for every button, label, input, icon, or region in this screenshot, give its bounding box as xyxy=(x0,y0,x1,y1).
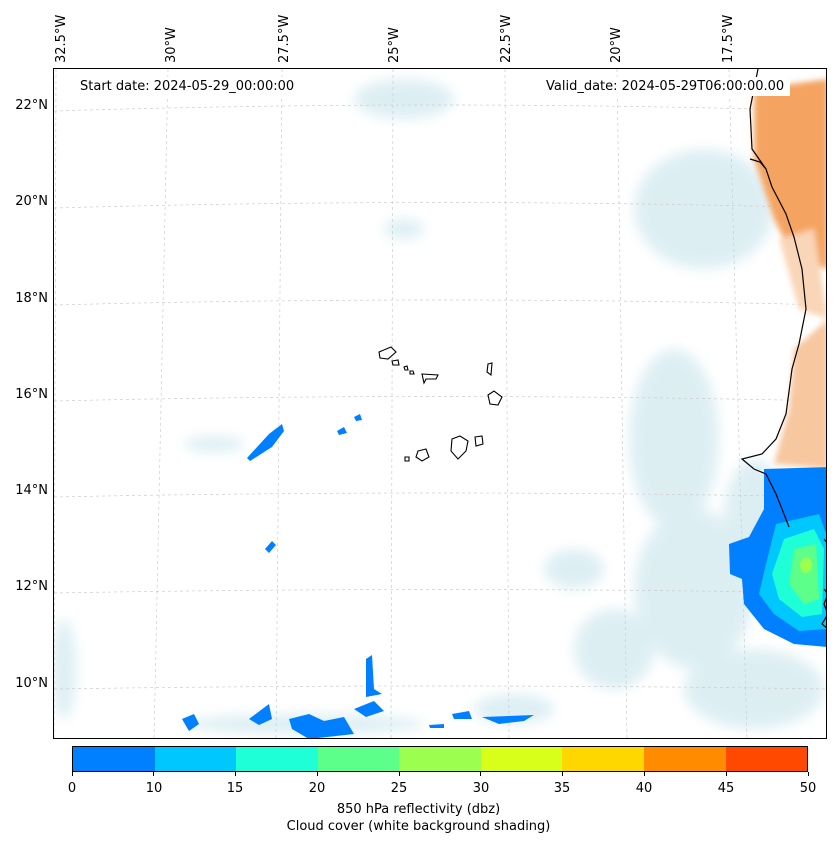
colorbar-tick-mark xyxy=(398,772,400,776)
lon-label-17-5w: 17.5°W xyxy=(721,14,736,63)
colorbar-tick-mark xyxy=(316,772,318,776)
colorbar-segment-1 xyxy=(154,747,237,771)
colorbar-tick-label-15: 15 xyxy=(226,781,244,796)
lon-label-30w: 30°W xyxy=(164,27,179,63)
colorbar-segment-6 xyxy=(562,747,644,771)
dust-shading xyxy=(754,79,826,469)
coastline xyxy=(740,69,826,629)
colorbar-tick-mark xyxy=(807,772,809,776)
colorbar-tick-label-10: 10 xyxy=(145,781,163,796)
lat-label-22n: 22°N xyxy=(15,98,48,113)
valid-date-label: Valid_date: 2024-05-29T06:00:00.00 xyxy=(540,77,791,96)
reflectivity-colorbar xyxy=(72,746,808,772)
map-canvas xyxy=(54,69,826,738)
lon-label-25w: 25°W xyxy=(387,27,402,63)
reflectivity-cells xyxy=(182,414,826,738)
colorbar-tick-label-35: 35 xyxy=(553,781,571,796)
colorbar-segment-4 xyxy=(399,747,481,771)
colorbar-sublabel: Cloud cover (white background shading) xyxy=(286,819,551,834)
graticule xyxy=(54,69,826,738)
colorbar-tick-label-40: 40 xyxy=(635,781,653,796)
colorbar-tick-mark xyxy=(235,772,237,776)
lat-label-12n: 12°N xyxy=(15,579,48,594)
colorbar-tick-label-30: 30 xyxy=(472,781,490,796)
lon-label-32-5w: 32.5°W xyxy=(54,14,69,63)
lat-label-10n: 10°N xyxy=(15,676,48,691)
lat-label-14n: 14°N xyxy=(15,483,48,498)
lat-label-20n: 20°N xyxy=(15,194,48,209)
cloud-cover-shading xyxy=(54,79,824,734)
colorbar-tick-mark xyxy=(725,772,727,776)
colorbar-tick-mark xyxy=(562,772,564,776)
lat-label-18n: 18°N xyxy=(15,291,48,306)
colorbar-tick-mark xyxy=(643,772,645,776)
colorbar-tick-label-20: 20 xyxy=(308,781,326,796)
colorbar-segment-7 xyxy=(643,747,726,771)
colorbar-tick-label-25: 25 xyxy=(390,781,408,796)
lon-label-20w: 20°W xyxy=(609,27,624,63)
colorbar-tick-mark xyxy=(480,772,482,776)
colorbar-tick-mark xyxy=(153,772,155,776)
lat-label-16n: 16°N xyxy=(15,387,48,402)
colorbar-segment-8 xyxy=(725,747,808,771)
colorbar-tick-mark xyxy=(71,772,73,776)
colorbar-segment-5 xyxy=(480,747,563,771)
map-panel[interactable]: Start date: 2024-05-29_00:00:00 Valid_da… xyxy=(53,68,827,739)
start-date-label: Start date: 2024-05-29_00:00:00 xyxy=(74,77,301,96)
lon-label-27-5w: 27.5°W xyxy=(277,14,292,63)
colorbar-segment-2 xyxy=(236,747,318,771)
colorbar-tick-label-50: 50 xyxy=(799,781,817,796)
colorbar-tick-label-0: 0 xyxy=(67,781,77,796)
cape-verde-islands xyxy=(378,346,503,462)
colorbar-label: 850 hPa reflectivity (dbz) xyxy=(336,802,501,817)
colorbar-tick-label-45: 45 xyxy=(717,781,735,796)
colorbar-segment-3 xyxy=(317,747,400,771)
colorbar-segment-0 xyxy=(73,747,155,771)
lon-label-22-5w: 22.5°W xyxy=(499,14,514,63)
